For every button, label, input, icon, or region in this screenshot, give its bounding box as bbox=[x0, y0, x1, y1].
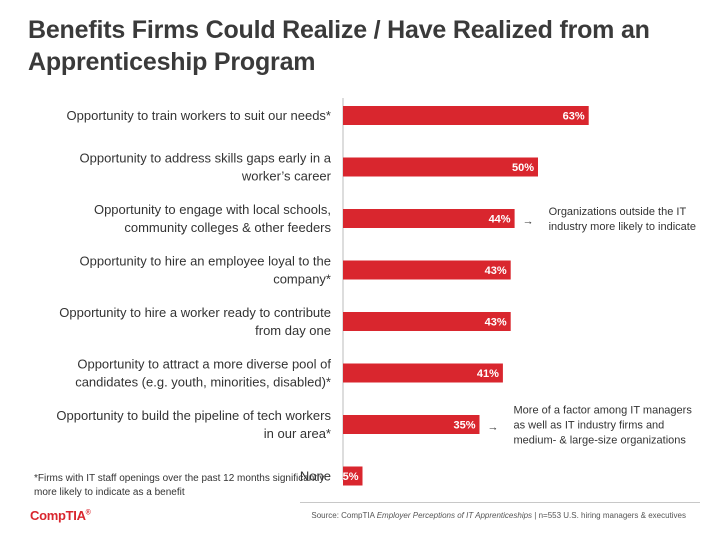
category-label-3-line-1: company* bbox=[273, 272, 331, 287]
bar-1 bbox=[343, 157, 538, 177]
category-label-1-line-0: Opportunity to address skills gaps early… bbox=[80, 151, 332, 166]
annotation-arrow-icon-0: → bbox=[523, 216, 534, 228]
annotation-0-line-1: industry more likely to indicate bbox=[549, 221, 696, 233]
bar-2 bbox=[343, 209, 515, 228]
category-label-4-line-0: Opportunity to hire a worker ready to co… bbox=[59, 305, 331, 320]
bar-6 bbox=[343, 415, 480, 434]
category-label-0-line-0: Opportunity to train workers to suit our… bbox=[67, 108, 331, 123]
comptia-logo: CompTIA® bbox=[30, 508, 91, 523]
category-label-5-line-0: Opportunity to attract a more diverse po… bbox=[77, 357, 331, 372]
bar-0 bbox=[343, 106, 589, 125]
bar-5 bbox=[343, 363, 503, 383]
bar-value-label-6: 35% bbox=[453, 420, 475, 432]
source-note: Source: CompTIA Employer Perceptions of … bbox=[311, 511, 686, 520]
bar-value-label-2: 44% bbox=[489, 214, 511, 226]
bar-4 bbox=[343, 312, 511, 331]
category-label-6-line-0: Opportunity to build the pipeline of tec… bbox=[56, 408, 331, 423]
bar-7 bbox=[343, 466, 363, 486]
bar-value-label-5: 41% bbox=[477, 368, 499, 380]
category-label-5-line-1: candidates (e.g. youth, minorities, disa… bbox=[75, 375, 331, 390]
category-label-4-line-1: from day one bbox=[255, 323, 331, 338]
logo-text: CompTIA bbox=[30, 508, 86, 523]
category-label-3-line-0: Opportunity to hire an employee loyal to… bbox=[80, 254, 331, 269]
bar-3 bbox=[343, 260, 511, 280]
chart-title: Benefits Firms Could Realize / Have Real… bbox=[28, 16, 650, 76]
source-suffix: | n=553 U.S. hiring managers & executive… bbox=[532, 511, 686, 520]
annotation-1-line-0: More of a factor among IT managers bbox=[514, 405, 693, 417]
category-label-1-line-1: worker’s career bbox=[241, 169, 332, 184]
footer-divider bbox=[300, 502, 700, 503]
bar-value-label-7: 5% bbox=[343, 471, 359, 483]
category-label-2-line-0: Opportunity to engage with local schools… bbox=[94, 202, 331, 217]
annotation-1-line-1: as well as IT industry firms and bbox=[514, 420, 665, 432]
category-label-2-line-1: community colleges & other feeders bbox=[124, 220, 331, 235]
category-label-7-line-0: None bbox=[300, 469, 331, 484]
bar-value-label-3: 43% bbox=[485, 265, 507, 277]
bars-group: 63% Opportunity to train workers to suit … bbox=[56, 106, 696, 486]
bar-chart: 63% Opportunity to train workers to suit … bbox=[56, 98, 696, 486]
source-title: Employer Perceptions of IT Apprenticeshi… bbox=[376, 511, 533, 520]
bar-value-label-1: 50% bbox=[512, 162, 534, 174]
source-prefix: Source: CompTIA bbox=[311, 511, 377, 520]
logo-mark: ® bbox=[85, 509, 91, 517]
footnote: *Firms with IT staff openings over the p… bbox=[34, 473, 325, 498]
annotation-1-line-2: medium- & large-size organizations bbox=[514, 435, 687, 447]
annotation-arrow-icon-1: → bbox=[488, 422, 499, 434]
annotation-0-line-0: Organizations outside the IT bbox=[549, 206, 687, 218]
bar-value-label-0: 63% bbox=[563, 111, 585, 123]
bar-value-label-4: 43% bbox=[485, 317, 507, 329]
category-label-6-line-1: in our area* bbox=[264, 426, 331, 441]
